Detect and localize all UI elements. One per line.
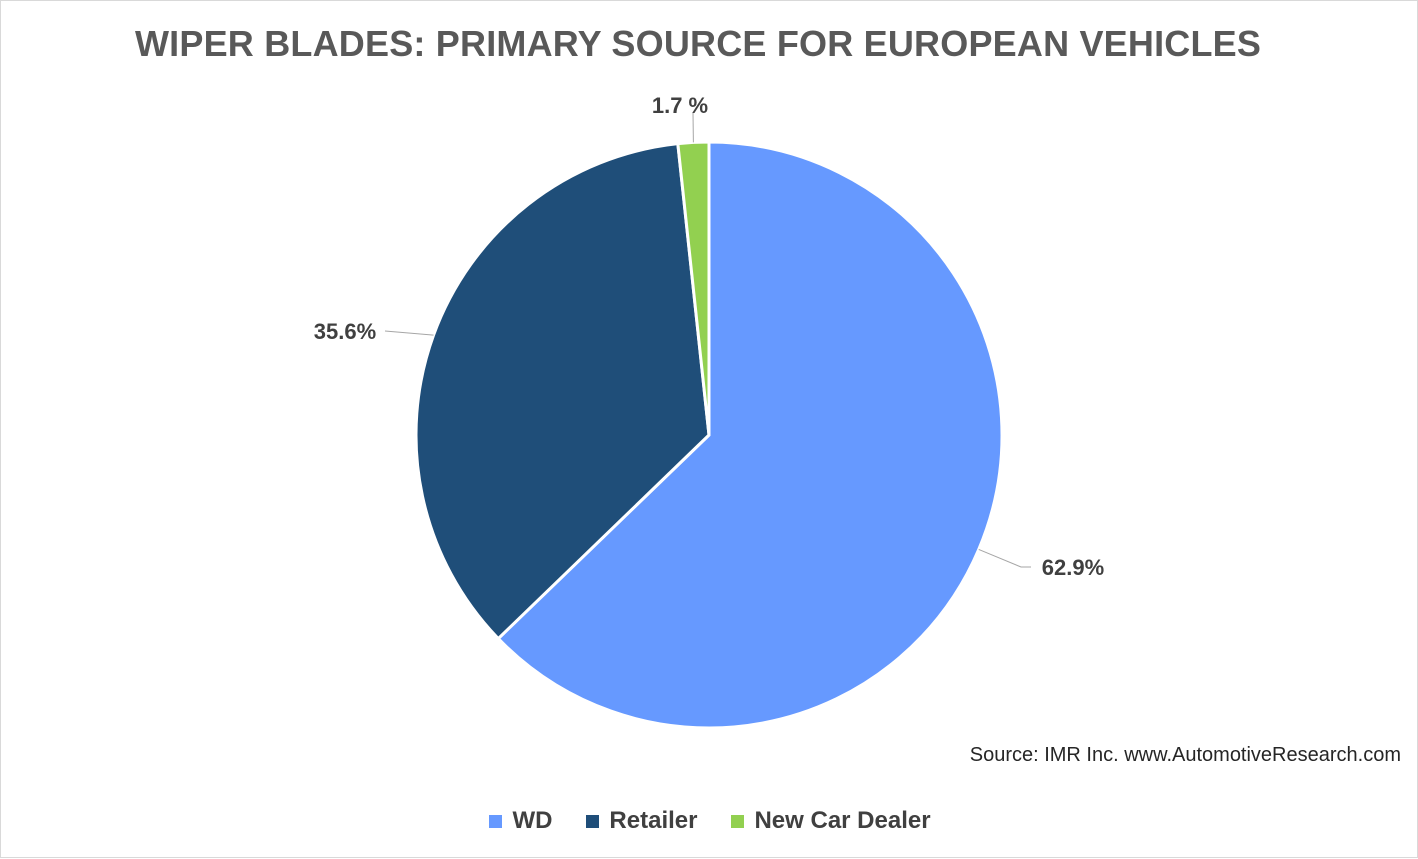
source-note: Source: IMR Inc. www.AutomotiveResearch.… xyxy=(970,744,1401,767)
legend-item-retailer: Retailer xyxy=(586,807,697,835)
legend: WD Retailer New Car Dealer xyxy=(1,807,1418,835)
data-label-retailer: 35.6% xyxy=(314,319,376,344)
legend-label-new-car-dealer: New Car Dealer xyxy=(754,807,930,835)
legend-item-wd: WD xyxy=(489,807,552,835)
legend-swatch-retailer xyxy=(586,815,599,828)
legend-item-new-car-dealer: New Car Dealer xyxy=(731,807,930,835)
data-label-wd: 62.9% xyxy=(1042,555,1104,580)
legend-label-wd: WD xyxy=(512,807,552,835)
legend-swatch-new-car-dealer xyxy=(731,815,744,828)
legend-label-retailer: Retailer xyxy=(609,807,697,835)
leader-line-wd xyxy=(979,549,1031,567)
leader-line-retailer xyxy=(385,331,434,335)
data-label-new-car-dealer: 1.7 % xyxy=(652,93,708,118)
legend-swatch-wd xyxy=(489,815,502,828)
